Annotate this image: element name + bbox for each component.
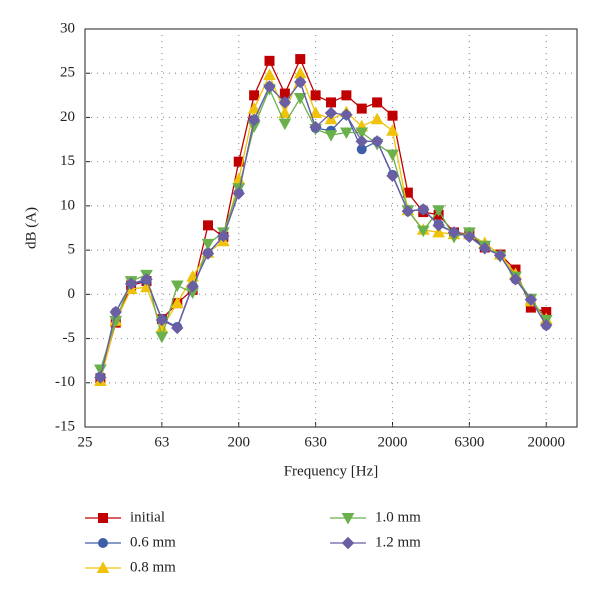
marker xyxy=(372,97,383,108)
marker xyxy=(386,169,399,183)
marker xyxy=(98,513,108,523)
marker xyxy=(186,280,199,293)
legend-item: 1.0 mm xyxy=(330,509,421,525)
marker xyxy=(341,536,355,550)
marker xyxy=(249,90,260,101)
marker xyxy=(247,102,261,114)
marker xyxy=(140,273,153,286)
x-tick-label: 25 xyxy=(78,434,93,450)
legend-item: 1.2 mm xyxy=(330,534,421,550)
x-tick-label: 63 xyxy=(154,434,169,450)
y-tick-label: 5 xyxy=(68,242,76,258)
marker xyxy=(432,225,445,238)
marker xyxy=(401,204,415,218)
marker xyxy=(324,130,338,142)
marker xyxy=(326,97,336,108)
legend-label: 1.0 mm xyxy=(375,509,421,525)
y-tick-label: 25 xyxy=(60,65,75,81)
marker xyxy=(98,538,108,548)
marker xyxy=(463,230,476,244)
x-axis-label: Frequency [Hz] xyxy=(284,463,379,479)
marker xyxy=(217,229,230,243)
y-tick-label: -5 xyxy=(63,330,76,346)
marker xyxy=(417,203,430,216)
x-tick-label: 6300 xyxy=(454,434,484,450)
marker xyxy=(340,127,353,140)
y-tick-label: -10 xyxy=(55,374,75,390)
legend-label: 0.6 mm xyxy=(130,534,176,550)
legend-label: 1.2 mm xyxy=(375,534,421,550)
marker xyxy=(109,305,122,319)
marker xyxy=(94,371,107,384)
marker xyxy=(263,80,276,93)
x-tick-label: 2000 xyxy=(378,434,408,450)
marker xyxy=(170,296,184,309)
legend-item: initial xyxy=(85,509,165,525)
marker xyxy=(478,242,491,255)
marker xyxy=(264,55,275,66)
marker xyxy=(124,277,138,290)
marker xyxy=(309,120,322,134)
marker xyxy=(278,118,292,131)
marker xyxy=(278,106,292,119)
plot-frame xyxy=(84,28,578,428)
y-tick-label: -15 xyxy=(55,418,75,434)
marker xyxy=(171,321,184,335)
marker xyxy=(170,280,184,293)
x-tick-label: 630 xyxy=(304,434,327,450)
y-tick-label: 0 xyxy=(68,286,76,302)
marker xyxy=(340,108,353,121)
marker xyxy=(370,135,384,148)
marker xyxy=(309,106,322,119)
marker xyxy=(201,247,215,260)
marker xyxy=(201,238,215,251)
marker xyxy=(96,561,110,573)
y-tick-label: 30 xyxy=(60,20,75,36)
x-tick-label: 20000 xyxy=(528,434,566,450)
marker xyxy=(432,205,445,217)
marker xyxy=(386,124,399,136)
marker xyxy=(232,187,245,200)
marker xyxy=(263,68,276,80)
legend-label: 0.8 mm xyxy=(130,559,176,575)
legend-item: 0.8 mm xyxy=(85,559,176,575)
marker xyxy=(355,127,369,140)
marker xyxy=(370,112,384,125)
y-axis-label: dB (A) xyxy=(23,207,39,249)
marker xyxy=(540,319,553,332)
legend-item: 0.6 mm xyxy=(85,534,176,550)
legend-label: initial xyxy=(130,509,165,525)
marker xyxy=(203,220,213,231)
series-line xyxy=(99,87,547,370)
marker xyxy=(416,225,430,238)
marker xyxy=(294,75,307,89)
y-tick-label: 20 xyxy=(60,109,75,125)
y-tick-label: 15 xyxy=(60,153,75,169)
marker xyxy=(386,149,399,162)
x-tick-label: 200 xyxy=(228,434,251,450)
marker xyxy=(509,273,522,286)
marker xyxy=(295,54,306,65)
marker xyxy=(493,249,507,262)
marker xyxy=(356,103,367,114)
y-tick-label: 10 xyxy=(60,197,75,213)
marker xyxy=(155,313,169,327)
marker xyxy=(447,226,461,239)
marker xyxy=(155,331,169,344)
marker xyxy=(278,96,292,109)
series-line xyxy=(99,57,547,379)
marker xyxy=(432,219,445,232)
marker xyxy=(310,90,321,101)
marker xyxy=(247,113,261,127)
marker xyxy=(293,92,307,105)
marker xyxy=(324,106,338,120)
marker xyxy=(387,110,398,121)
marker xyxy=(524,293,538,306)
marker xyxy=(341,90,352,101)
marker xyxy=(341,513,355,525)
marker xyxy=(355,135,368,148)
